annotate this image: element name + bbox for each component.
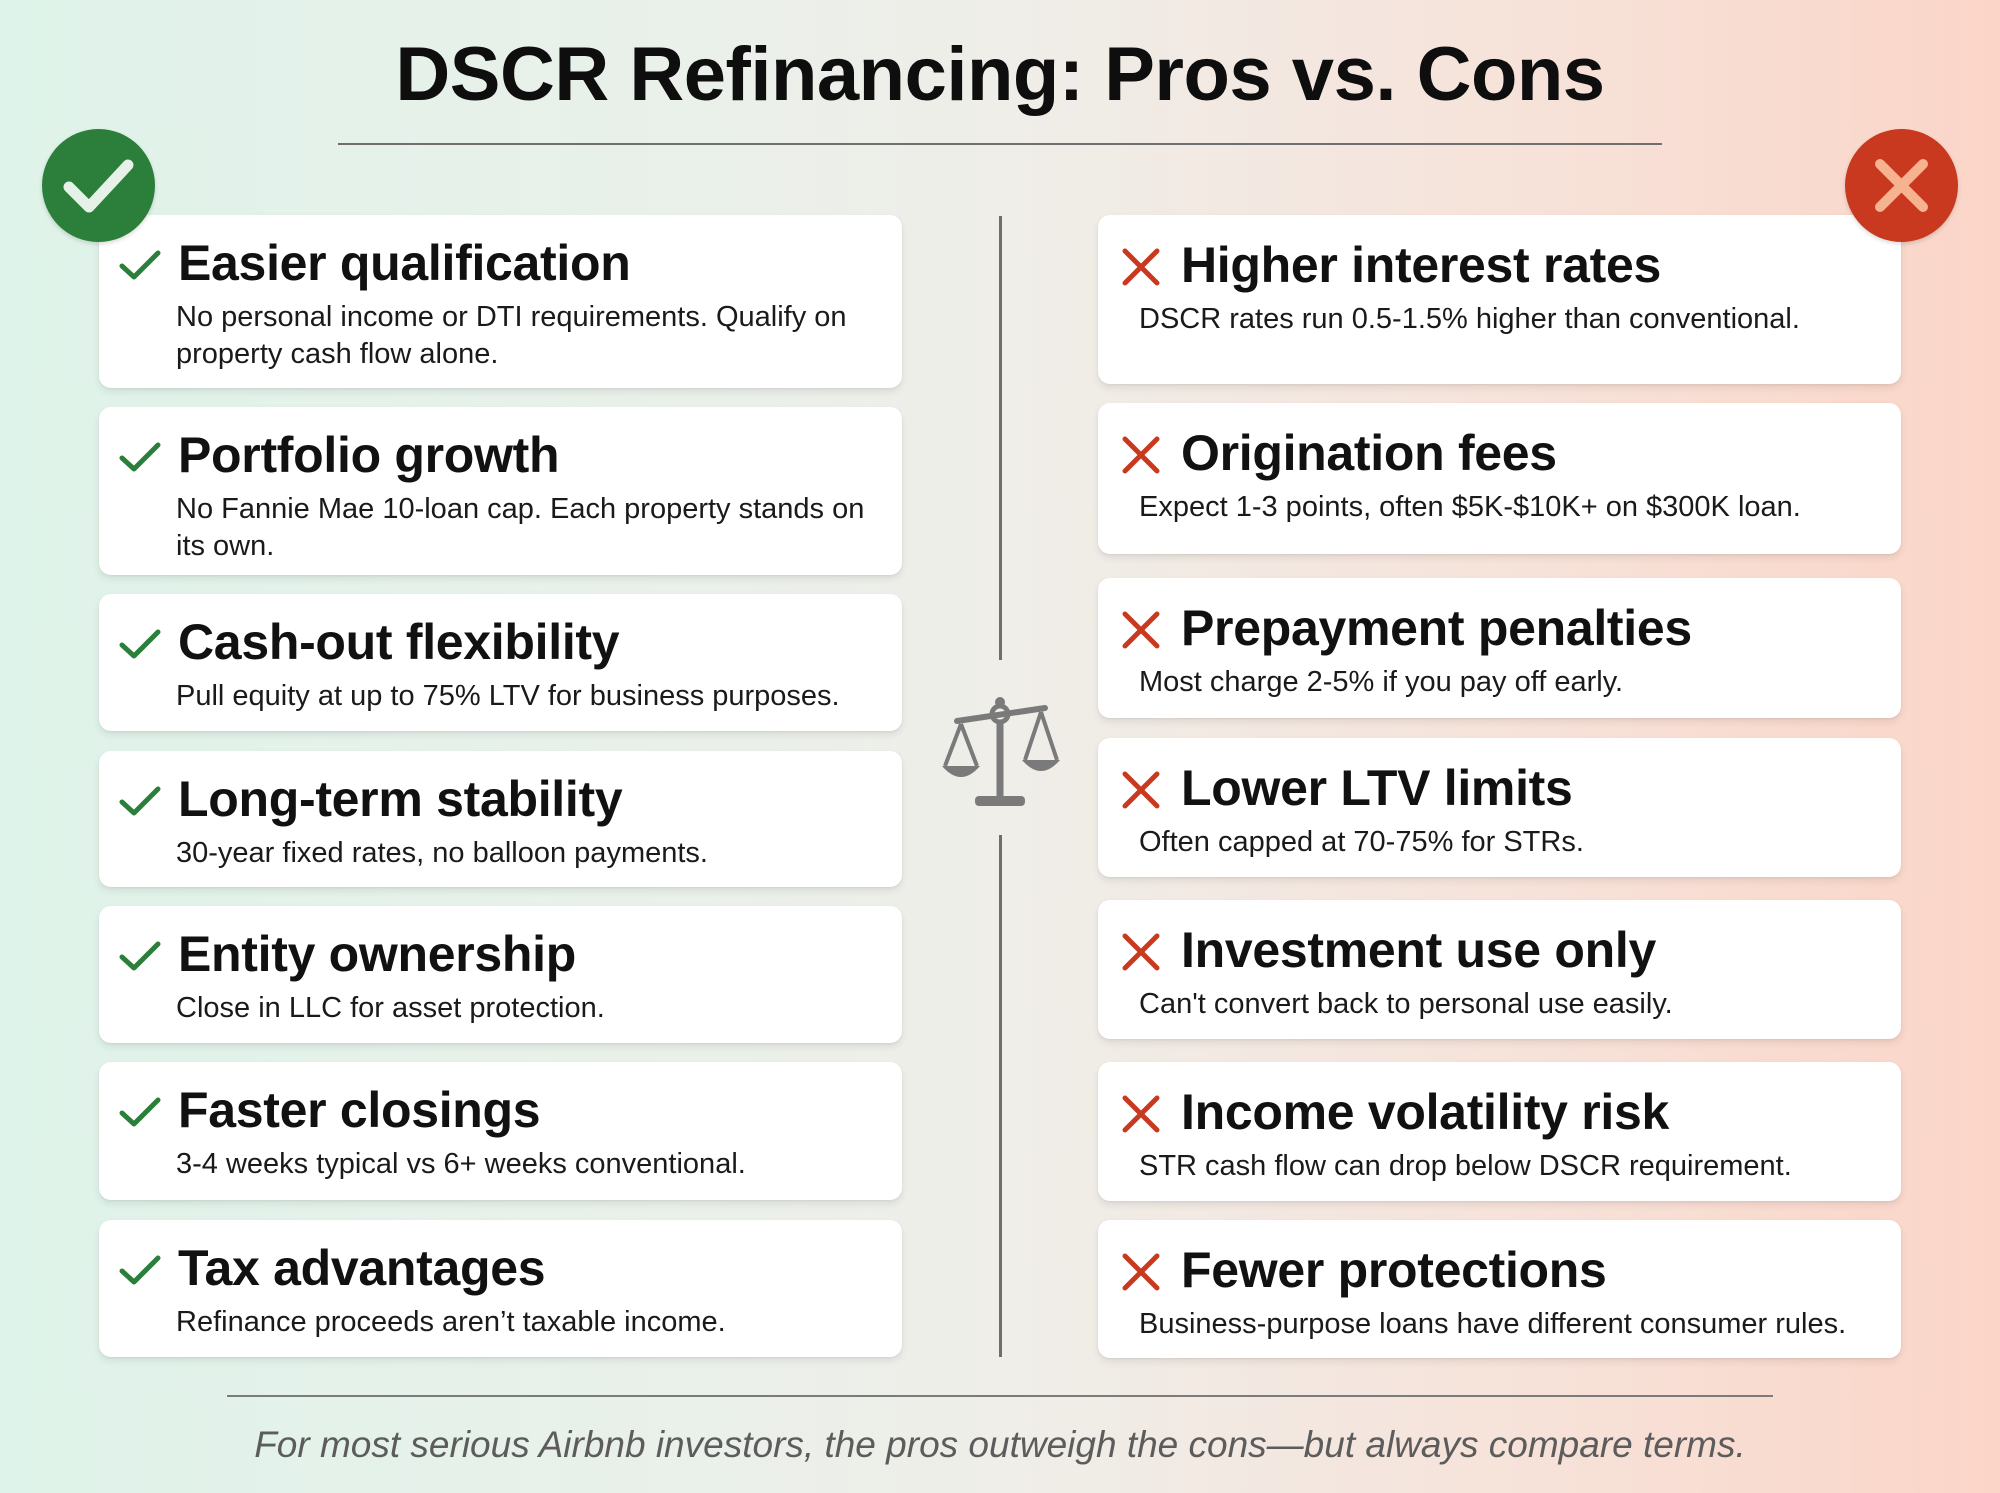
con-card: Lower LTV limits Often capped at 70-75% … xyxy=(1098,738,1901,877)
pro-heading: Long-term stability xyxy=(178,771,623,827)
pro-heading: Faster closings xyxy=(178,1082,541,1138)
pro-heading: Tax advantages xyxy=(178,1240,546,1296)
center-divider-top xyxy=(999,216,1002,660)
con-description: Business-purpose loans have different co… xyxy=(1139,1308,1847,1340)
con-description: Often capped at 70-75% for STRs. xyxy=(1139,826,1584,858)
pro-description: 30-year fixed rates, no balloon payments… xyxy=(176,837,708,869)
pro-description: Pull equity at up to 75% LTV for busines… xyxy=(176,680,840,712)
con-description: Expect 1-3 points, often $5K-$10K+ on $3… xyxy=(1139,491,1801,523)
x-icon xyxy=(1119,1092,1163,1136)
pro-card: Faster closings 3-4 weeks typical vs 6+ … xyxy=(99,1062,902,1200)
pro-heading: Cash-out flexibility xyxy=(178,614,620,670)
con-heading: Investment use only xyxy=(1181,922,1656,978)
pro-description: No personal income or DTI requirements. … xyxy=(176,301,847,370)
con-card: Fewer protections Business-purpose loans… xyxy=(1098,1220,1901,1358)
pro-heading: Portfolio growth xyxy=(178,427,560,483)
con-heading: Lower LTV limits xyxy=(1181,760,1573,816)
pro-description: 3-4 weeks typical vs 6+ weeks convention… xyxy=(176,1148,746,1180)
x-icon xyxy=(1119,768,1163,812)
pro-heading: Entity ownership xyxy=(178,926,577,982)
x-icon xyxy=(1119,245,1163,289)
con-description: STR cash flow can drop below DSCR requir… xyxy=(1139,1150,1792,1182)
con-description: DSCR rates run 0.5-1.5% higher than conv… xyxy=(1139,303,1800,335)
pro-card: Long-term stability 30-year fixed rates,… xyxy=(99,751,902,887)
balance-scale-icon xyxy=(937,688,1063,814)
con-card: Origination fees Expect 1-3 points, ofte… xyxy=(1098,403,1901,554)
con-heading: Prepayment penalties xyxy=(1181,600,1692,656)
pro-card: Easier qualification No personal income … xyxy=(99,215,902,388)
pro-card: Portfolio growth No Fannie Mae 10-loan c… xyxy=(99,407,902,575)
pro-description: No Fannie Mae 10-loan cap. Each property… xyxy=(176,493,865,562)
pro-card: Tax advantages Refinance proceeds aren’t… xyxy=(99,1220,902,1357)
pro-heading: Easier qualification xyxy=(178,235,631,291)
x-icon xyxy=(1119,930,1163,974)
pro-card: Entity ownership Close in LLC for asset … xyxy=(99,906,902,1043)
pro-description: Refinance proceeds aren’t taxable income… xyxy=(176,1306,726,1338)
footer-divider xyxy=(227,1395,1773,1397)
con-card: Prepayment penalties Most charge 2-5% if… xyxy=(1098,578,1901,718)
pros-badge-check-circle-icon xyxy=(42,129,155,242)
con-description: Most charge 2-5% if you pay off early. xyxy=(1139,666,1624,698)
check-icon xyxy=(118,779,162,823)
con-heading: Fewer protections xyxy=(1181,1242,1607,1298)
check-icon xyxy=(118,435,162,479)
con-heading: Origination fees xyxy=(1181,425,1557,481)
check-icon xyxy=(118,934,162,978)
x-icon xyxy=(1119,1250,1163,1294)
x-icon xyxy=(1119,433,1163,477)
con-description: Can't convert back to personal use easil… xyxy=(1139,988,1673,1020)
cons-badge-x-circle-icon xyxy=(1845,129,1958,242)
page-title: DSCR Refinancing: Pros vs. Cons xyxy=(395,32,1605,117)
con-card: Investment use only Can't convert back t… xyxy=(1098,900,1901,1039)
check-icon xyxy=(118,622,162,666)
footer-note: For most serious Airbnb investors, the p… xyxy=(254,1424,1746,1465)
center-divider-bottom xyxy=(999,835,1002,1357)
check-icon xyxy=(118,1248,162,1292)
con-heading: Income volatility risk xyxy=(1181,1084,1670,1140)
con-card: Higher interest rates DSCR rates run 0.5… xyxy=(1098,215,1901,384)
check-icon xyxy=(118,1090,162,1134)
pro-card: Cash-out flexibility Pull equity at up t… xyxy=(99,594,902,731)
con-heading: Higher interest rates xyxy=(1181,237,1661,293)
check-icon xyxy=(118,243,162,287)
pro-description: Close in LLC for asset protection. xyxy=(176,992,605,1024)
title-divider xyxy=(338,143,1662,145)
con-card: Income volatility risk STR cash flow can… xyxy=(1098,1062,1901,1201)
x-icon xyxy=(1119,608,1163,652)
